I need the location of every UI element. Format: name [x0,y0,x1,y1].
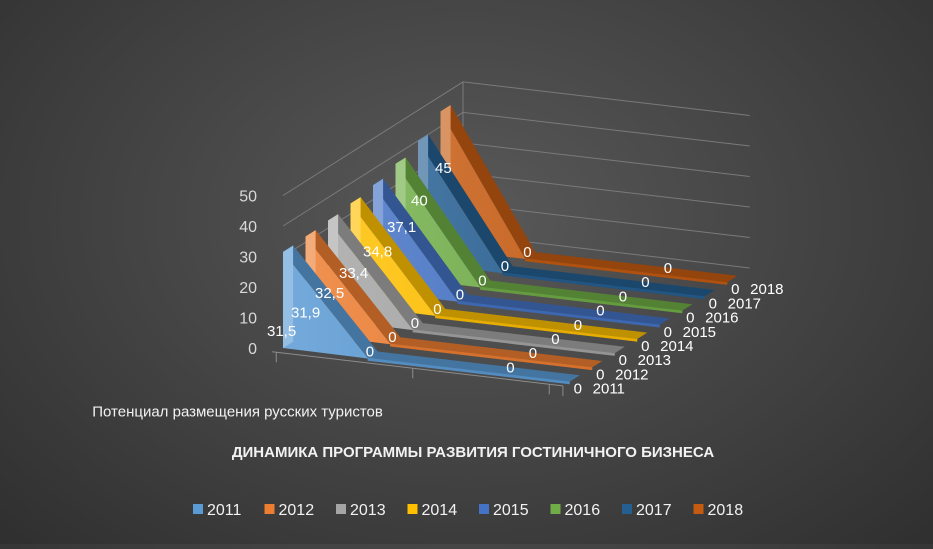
gridline-50 [282,81,750,196]
data-label-2016-1: 0 [478,272,486,289]
depth-axis-label-2016: 2016 [705,310,738,327]
series-strip-2018 [525,258,728,285]
depth-axis-label-2018: 2018 [750,281,783,298]
series-strip-2013 [412,329,615,356]
series-area-2016 [395,163,683,313]
series-area-2014 [350,203,638,341]
depth-zero-label: 0 [686,310,694,327]
data-label-2014-2: 0 [574,317,582,334]
data-label-2015-1: 0 [456,287,464,304]
legend-label-2016: 2016 [565,502,601,519]
legend-label-2018: 2018 [708,502,744,519]
series-top-2012 [305,230,603,368]
data-label-2013-2: 0 [551,331,559,348]
series-top-2016 [395,157,693,311]
y-tick-label-10: 10 [239,311,257,328]
legend-swatch-2015 [479,504,489,514]
series-top-2017 [418,134,715,297]
depth-zero-label: 0 [709,295,717,312]
data-label-2012-0: 31,9 [291,304,320,321]
series-area-2017 [418,140,705,299]
depth-axis-label-2011: 2011 [593,381,625,398]
legend-swatch-2018 [693,504,704,514]
data-label-2016-0: 37,1 [387,219,416,236]
series-strip-2014 [435,315,638,342]
data-label-2016-2: 0 [619,288,627,305]
y-tick-label-20: 20 [239,280,257,297]
series-top-2011 [283,245,580,382]
data-label-2017-1: 0 [501,258,509,275]
data-label-2011-0: 31,5 [267,323,296,340]
category-label: Потенциал размещения русских туристов [92,403,383,420]
legend-swatch-2017 [622,504,632,514]
series-area-2013 [328,220,615,355]
depth-axis-label-2012: 2012 [615,366,648,383]
legend-label-2017: 2017 [636,502,672,519]
series-area-2015 [373,185,660,327]
legend-label-2011: 2011 [207,502,242,519]
y-tick-label-30: 30 [239,250,257,267]
depth-zero-label: 0 [619,352,627,369]
depth-zero-label: 0 [574,381,582,398]
data-label-2018-1: 0 [523,244,531,261]
series-top-2014 [350,197,648,339]
data-label-2017-0: 40 [411,193,428,210]
legend-label-2013: 2013 [350,502,386,519]
series-area-2018 [440,111,728,285]
data-label-2018-0: 45 [435,160,452,177]
depth-axis-label-2013: 2013 [638,352,671,369]
depth-axis-label-2017: 2017 [728,295,761,312]
data-label-2012-1: 0 [388,329,396,346]
data-label-2014-1: 0 [433,301,441,318]
series-edge-2011 [283,245,294,348]
category-axis-line [272,351,563,387]
data-label-2013-0: 32,5 [315,285,344,302]
series-strip-2017 [502,272,705,300]
data-label-2018-2: 0 [664,260,672,277]
legend-label-2014: 2014 [422,502,458,519]
series-strip-2015 [457,301,660,328]
y-tick-label-50: 50 [239,189,257,206]
data-label-2012-2: 0 [529,345,537,362]
data-label-2015-0: 34,8 [363,243,392,260]
legend-swatch-2013 [336,504,346,514]
legend-swatch-2016 [550,504,561,514]
chart-title: ДИНАМИКА ПРОГРАММЫ РАЗВИТИЯ ГОСТИНИЧНОГО… [232,444,715,461]
depth-zero-label: 0 [596,366,604,383]
series-strip-2012 [390,343,593,371]
series-strip-2016 [480,286,683,314]
series-layer [283,105,738,385]
data-label-2011-2: 0 [506,359,514,376]
data-label-2014-0: 33,4 [339,265,368,282]
y-tick-label-0: 0 [248,341,257,358]
legend-label-2012: 2012 [279,502,315,519]
depth-zero-label: 0 [641,338,649,355]
data-label-2013-1: 0 [411,315,419,332]
series-top-2013 [328,214,625,354]
series-area-2011 [283,251,570,384]
depth-axis-label-2015: 2015 [683,324,716,341]
series-top-2015 [373,178,670,325]
data-label-2017-2: 0 [641,274,649,291]
y-tick-label-40: 40 [239,219,257,236]
series-strip-2011 [367,357,570,385]
series-top-2018 [440,105,738,283]
data-label-2011-1: 0 [366,343,374,360]
data-label-2015-2: 0 [596,303,604,320]
legend-swatch-2012 [264,504,275,514]
depth-zero-label: 0 [664,324,672,341]
series-area-2012 [305,236,593,370]
legend-label-2015: 2015 [493,502,529,519]
legend: 2011 2012 2013 2014 2015 2016 2017 2018 [193,502,743,519]
depth-axis-label-2014: 2014 [660,338,693,355]
depth-zero-label: 0 [731,281,739,298]
legend-swatch-2014 [407,504,418,514]
series-2011 [283,245,580,385]
legend-swatch-2011 [193,504,203,514]
